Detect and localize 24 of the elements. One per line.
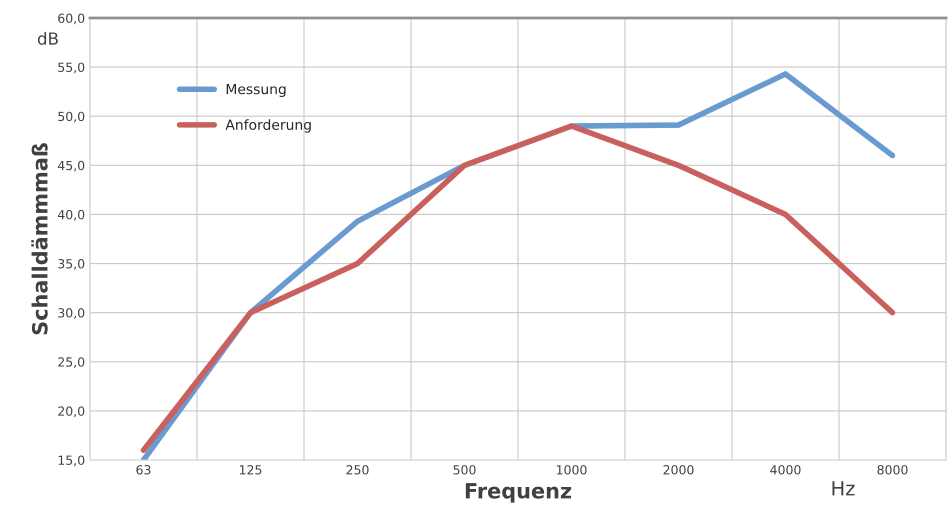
- text: Hz: [832, 481, 855, 496]
- y-tick-label: 55,0: [58, 62, 84, 74]
- x-tick-label: 1000: [556, 465, 587, 475]
- legend-label: Anforderung: [225, 119, 311, 133]
- y-tick-label: 40,0: [58, 210, 84, 221]
- x-tick-label: 125: [240, 465, 262, 475]
- y-axis-title: Schalldämmmaß: [31, 143, 48, 334]
- y-tick-label: 20,0: [58, 406, 84, 418]
- y-tick-label: 15,0: [58, 455, 84, 466]
- x-axis-title: Frequenz: [466, 483, 572, 503]
- x-tick-label: 4000: [770, 465, 801, 475]
- x-tick-label: 8000: [877, 465, 908, 475]
- y-tick-label: 35,0: [58, 259, 84, 270]
- y-tick-label: 30,0: [58, 308, 84, 319]
- x-tick-label: 250: [346, 465, 369, 475]
- y-tick-label: 50,0: [58, 112, 84, 122]
- y-tick-label: 45,0: [58, 160, 84, 172]
- y-tick-label: 60,0: [58, 13, 84, 24]
- x-tick-label: 63: [136, 465, 150, 475]
- x-tick-label: 500: [454, 465, 476, 475]
- legend-label: Messung: [226, 84, 286, 97]
- y-tick-label: 25,0: [58, 357, 84, 368]
- text: dB: [38, 32, 58, 45]
- x-tick-label: 2000: [664, 465, 694, 475]
